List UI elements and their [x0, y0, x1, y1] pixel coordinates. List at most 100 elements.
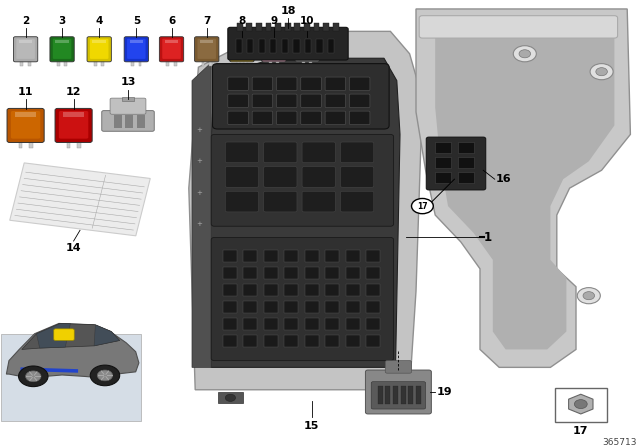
Bar — [243, 267, 257, 279]
Bar — [325, 335, 339, 347]
Bar — [310, 60, 312, 66]
FancyBboxPatch shape — [302, 142, 335, 163]
Bar — [276, 60, 279, 66]
Bar — [458, 142, 474, 153]
Bar — [314, 23, 319, 31]
Text: 11: 11 — [18, 87, 33, 97]
Bar — [305, 335, 319, 347]
Bar — [325, 318, 339, 330]
Bar — [458, 172, 474, 183]
FancyBboxPatch shape — [340, 167, 374, 187]
Text: 2: 2 — [22, 16, 29, 26]
Bar — [29, 141, 33, 148]
Bar — [366, 318, 380, 330]
Bar — [28, 60, 31, 66]
Bar — [130, 40, 143, 43]
Text: 12: 12 — [66, 87, 81, 97]
Bar — [243, 335, 257, 347]
Bar — [243, 284, 257, 296]
Bar — [284, 267, 298, 279]
Bar — [325, 301, 339, 313]
Circle shape — [519, 50, 531, 58]
Text: 3: 3 — [58, 16, 66, 26]
Circle shape — [225, 394, 236, 401]
Text: 6: 6 — [168, 16, 175, 26]
FancyBboxPatch shape — [276, 111, 297, 125]
Circle shape — [596, 68, 607, 76]
Bar — [269, 60, 272, 66]
Polygon shape — [20, 367, 78, 373]
FancyBboxPatch shape — [59, 111, 88, 139]
Bar — [65, 60, 67, 66]
Bar — [378, 386, 383, 404]
FancyBboxPatch shape — [159, 37, 184, 62]
Bar — [366, 250, 380, 262]
Bar — [305, 39, 311, 53]
Bar — [401, 386, 406, 404]
Bar — [264, 267, 278, 279]
Bar — [435, 157, 451, 168]
Bar — [93, 40, 106, 43]
FancyBboxPatch shape — [17, 39, 35, 59]
Bar — [333, 23, 339, 31]
Text: 16: 16 — [496, 174, 511, 184]
Bar — [284, 301, 298, 313]
Circle shape — [379, 394, 389, 401]
Bar — [435, 172, 451, 183]
Bar — [101, 60, 104, 66]
Bar — [1, 334, 141, 421]
FancyBboxPatch shape — [298, 39, 316, 59]
FancyBboxPatch shape — [87, 37, 111, 62]
FancyBboxPatch shape — [302, 191, 335, 212]
FancyBboxPatch shape — [302, 167, 335, 187]
Bar — [323, 23, 329, 31]
Bar — [268, 40, 280, 43]
Circle shape — [19, 366, 48, 387]
Bar — [458, 157, 474, 168]
Bar — [56, 40, 68, 43]
Polygon shape — [435, 36, 614, 349]
FancyBboxPatch shape — [295, 37, 319, 62]
Bar — [131, 60, 134, 66]
Bar — [57, 60, 60, 66]
Text: 7: 7 — [203, 16, 211, 26]
Bar — [174, 60, 177, 66]
Bar — [15, 112, 36, 117]
FancyBboxPatch shape — [264, 142, 297, 163]
Text: 19: 19 — [436, 387, 452, 397]
Circle shape — [577, 288, 600, 304]
Polygon shape — [189, 31, 422, 390]
Bar — [325, 267, 339, 279]
Text: 10: 10 — [300, 16, 314, 26]
Bar — [223, 318, 237, 330]
Text: 17: 17 — [573, 426, 589, 436]
Bar — [223, 284, 237, 296]
FancyBboxPatch shape — [225, 142, 259, 163]
FancyBboxPatch shape — [225, 191, 259, 212]
Circle shape — [97, 370, 113, 381]
Bar — [282, 39, 288, 53]
FancyBboxPatch shape — [365, 370, 431, 414]
FancyBboxPatch shape — [265, 39, 283, 59]
Bar — [67, 141, 70, 148]
FancyBboxPatch shape — [340, 142, 374, 163]
Text: 4: 4 — [95, 16, 103, 26]
FancyBboxPatch shape — [301, 94, 321, 108]
Bar — [243, 301, 257, 313]
Bar — [305, 318, 319, 330]
FancyBboxPatch shape — [225, 167, 259, 187]
FancyBboxPatch shape — [54, 329, 74, 340]
Bar — [243, 250, 257, 262]
Polygon shape — [192, 63, 211, 367]
Bar — [259, 39, 265, 53]
Bar — [366, 267, 380, 279]
FancyBboxPatch shape — [252, 94, 273, 108]
Bar — [346, 267, 360, 279]
Bar — [243, 318, 257, 330]
FancyBboxPatch shape — [228, 111, 248, 125]
FancyBboxPatch shape — [228, 94, 248, 108]
FancyBboxPatch shape — [252, 111, 273, 125]
Polygon shape — [6, 323, 139, 378]
Text: 17: 17 — [417, 202, 428, 211]
Bar — [223, 267, 237, 279]
